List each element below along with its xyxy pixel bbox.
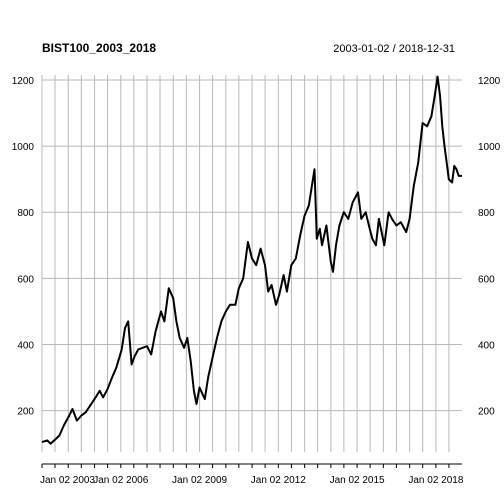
y-tick-label-right: 200 — [478, 407, 495, 418]
x-tick-label: Jan 02 2015 — [330, 475, 385, 486]
y-tick-label-left: 1000 — [12, 142, 35, 153]
x-tick-label: Jan 02 2009 — [172, 475, 227, 486]
y-tick-label-left: 200 — [17, 407, 34, 418]
y-tick-label-right: 600 — [478, 274, 495, 285]
chart-title: BIST100_2003_2018 — [42, 41, 156, 55]
x-tick-label: Jan 02 2006 — [93, 475, 148, 486]
x-tick-label: Jan 02 2012 — [251, 475, 306, 486]
y-tick-label-left: 600 — [17, 274, 34, 285]
y-tick-label-right: 1000 — [478, 142, 501, 153]
y-axis-left: 200 400 600 800 1000 1200 — [12, 76, 35, 418]
series-line — [41, 75, 462, 445]
y-tick-label-left: 800 — [17, 208, 34, 219]
x-tick-label: Jan 02 2003 — [40, 475, 95, 486]
y-tick-label-left: 400 — [17, 341, 34, 352]
y-tick-label-right: 1200 — [478, 76, 501, 87]
date-range-label: 2003-01-02 / 2018-12-31 — [333, 43, 455, 55]
y-axis-right: 200 400 600 800 1000 1200 — [478, 76, 501, 418]
y-tick-label-left: 1200 — [12, 76, 35, 87]
x-axis — [41, 463, 462, 468]
y-tick-label-right: 800 — [478, 208, 495, 219]
y-tick-label-right: 400 — [478, 341, 495, 352]
x-tick-label: Jan 02 2018 — [408, 475, 463, 486]
